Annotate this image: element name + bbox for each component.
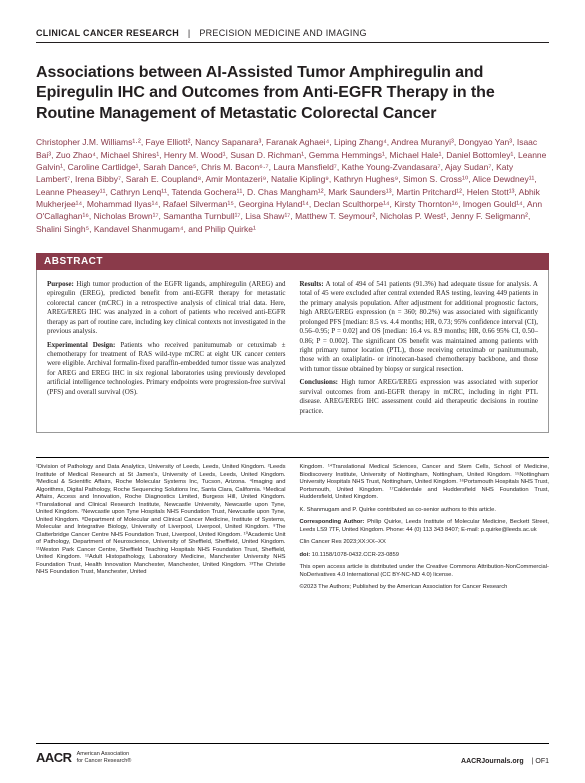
publisher-logo: AACR American Association for Cancer Res… bbox=[36, 750, 131, 765]
abstract-right-column: Results: A total of 494 of 541 patients … bbox=[300, 280, 539, 420]
author-list: Christopher J.M. Williams¹·², Faye Ellio… bbox=[36, 136, 549, 235]
footer-right: AACRJournals.org | OF1 bbox=[461, 758, 549, 765]
doi-body: 10.1158/1078-0432.CCR-23-0859 bbox=[310, 552, 399, 558]
design-paragraph: Experimental Design: Patients who receiv… bbox=[47, 341, 286, 398]
corr-label: Corresponding Author: bbox=[300, 519, 365, 525]
journal-header: CLINICAL CANCER RESEARCH | PRECISION MED… bbox=[36, 28, 549, 43]
affiliations-right: Kingdom. ¹⁴Translational Medical Science… bbox=[300, 464, 550, 592]
affiliations-block: ¹Division of Pathology and Data Analytic… bbox=[36, 457, 549, 592]
footer-site: AACRJournals.org bbox=[461, 758, 524, 765]
journal-name: CLINICAL CANCER RESEARCH bbox=[36, 28, 179, 38]
article-title: Associations between AI-Assisted Tumor A… bbox=[36, 63, 549, 124]
cosenior-note: K. Shanmugam and P. Quirke contributed a… bbox=[300, 507, 550, 515]
results-label: Results: bbox=[300, 280, 324, 288]
license-line: This open access article is distributed … bbox=[300, 564, 550, 579]
footer-page: | OF1 bbox=[532, 758, 549, 765]
journal-section: PRECISION MEDICINE AND IMAGING bbox=[199, 28, 367, 38]
conclusions-paragraph: Conclusions: High tumor AREG/EREG expres… bbox=[300, 378, 539, 416]
corresponding-author: Corresponding Author: Philip Quirke, Lee… bbox=[300, 519, 550, 534]
logo-text: American Association for Cancer Research… bbox=[77, 751, 132, 763]
results-text: A total of 494 of 541 patients (91.3%) h… bbox=[300, 280, 539, 373]
abstract-left-column: Purpose: High tumor production of the EG… bbox=[47, 280, 286, 420]
abstract-box: Purpose: High tumor production of the EG… bbox=[36, 270, 549, 433]
affil-text-right: Kingdom. ¹⁴Translational Medical Science… bbox=[300, 464, 550, 502]
results-paragraph: Results: A total of 494 of 541 patients … bbox=[300, 280, 539, 374]
abstract-heading: ABSTRACT bbox=[36, 253, 549, 270]
copyright-line: ©2023 The Authors; Published by the Amer… bbox=[300, 584, 550, 592]
page-footer: AACR American Association for Cancer Res… bbox=[36, 743, 549, 765]
logo-text-line2: for Cancer Research® bbox=[77, 758, 132, 764]
affil-text-left: ¹Division of Pathology and Data Analytic… bbox=[36, 464, 286, 577]
doi-label: doi: bbox=[300, 552, 311, 558]
purpose-label: Purpose: bbox=[47, 280, 74, 288]
doi-line: doi: 10.1158/1078-0432.CCR-23-0859 bbox=[300, 552, 550, 560]
purpose-paragraph: Purpose: High tumor production of the EG… bbox=[47, 280, 286, 337]
separator: | bbox=[188, 28, 191, 38]
design-label: Experimental Design: bbox=[47, 341, 115, 349]
conclusions-label: Conclusions: bbox=[300, 378, 339, 386]
purpose-text: High tumor production of the EGFR ligand… bbox=[47, 280, 286, 335]
affiliations-left: ¹Division of Pathology and Data Analytic… bbox=[36, 464, 286, 592]
citation-line: Clin Cancer Res 2023;XX:XX–XX bbox=[300, 539, 550, 547]
logo-mark: AACR bbox=[36, 750, 72, 765]
